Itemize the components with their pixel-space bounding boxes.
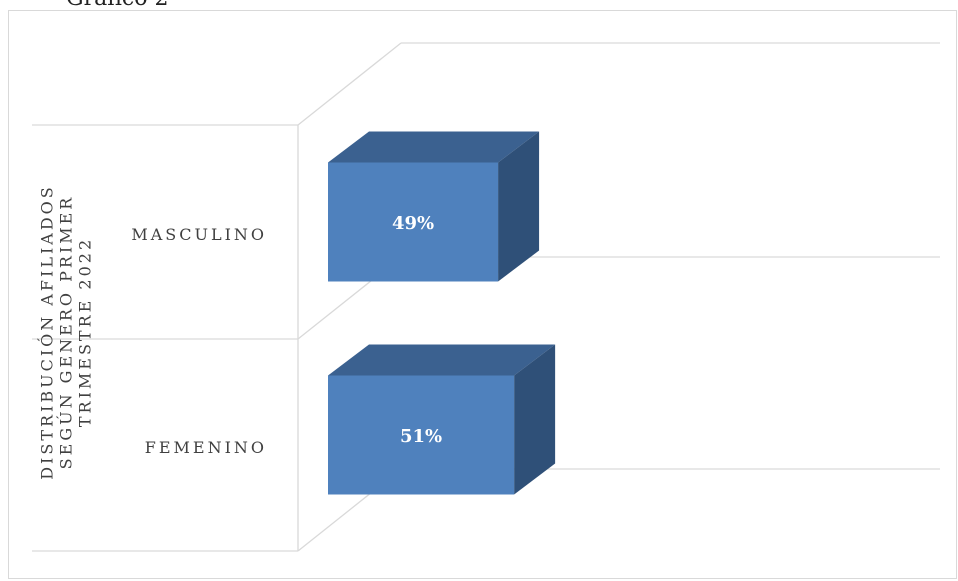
- bar-top-masculino: [328, 131, 540, 163]
- category-label-femenino: FEMENINO: [145, 438, 267, 457]
- axis-title: DISTRIBUCIÓN AFILIADOS SEGÚN GENERO PRIM…: [37, 184, 95, 480]
- data-label-femenino: 51%: [400, 426, 442, 447]
- bar-side-femenino: [514, 344, 556, 495]
- bar-femenino: [328, 375, 515, 495]
- category-label-masculino: MASCULINO: [131, 225, 267, 244]
- bar-side-masculino: [498, 131, 540, 282]
- data-label-masculino: 49%: [392, 213, 434, 234]
- chart-frame: [8, 10, 957, 579]
- page-heading: Gráfico 2: [66, 0, 168, 11]
- bar-masculino: [328, 162, 499, 282]
- bar-top-femenino: [328, 344, 556, 376]
- category-labels: MASCULINO FEMENINO: [131, 225, 267, 457]
- bars: 49% 51%: [328, 131, 556, 495]
- depth-line-0: [297, 42, 402, 126]
